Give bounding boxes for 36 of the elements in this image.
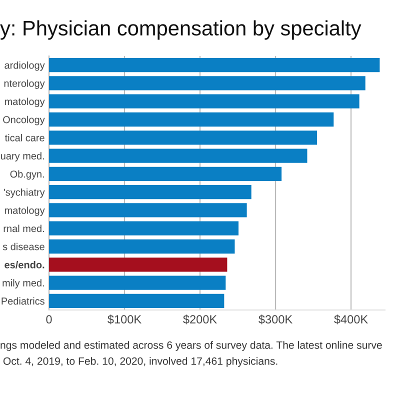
chart-title: y: Physician compensation by specialty <box>0 20 362 40</box>
bar <box>49 58 380 72</box>
x-tick-label: $400K <box>334 314 368 324</box>
y-tick-label: s disease <box>2 242 44 250</box>
y-tick-label: 'sychiatry <box>4 188 45 198</box>
y-tick-label: uary med. <box>1 152 44 162</box>
y-tick-label: Ob.gyn. <box>10 170 44 180</box>
bar <box>49 258 228 272</box>
y-tick-label: es/endo. <box>4 261 44 268</box>
y-tick-label: matology <box>4 98 45 108</box>
x-tick-label: 0 <box>46 315 52 324</box>
bar <box>49 112 334 127</box>
y-tick-label: matology <box>4 206 45 216</box>
bar <box>49 148 308 163</box>
y-tick-label: mily med. <box>2 279 44 288</box>
bar <box>49 203 247 218</box>
bar <box>49 166 282 182</box>
bar <box>49 276 226 290</box>
x-tick-label: $300K <box>258 314 292 324</box>
y-tick-label: nterology <box>4 80 45 89</box>
text: ngs modeled and estimated across 6 years of survey data. The latest online surve <box>0 341 382 351</box>
bar <box>49 294 224 308</box>
bar <box>49 239 235 254</box>
bar <box>49 130 318 145</box>
bar <box>49 76 366 90</box>
bar <box>49 184 252 200</box>
y-tick-label: tical care <box>4 134 44 142</box>
x-tick-label: $200K <box>183 314 217 324</box>
text: Oct. 4, 2019, to Feb. 10, 2020, involved 17,461 physicians. <box>3 357 278 367</box>
y-tick-label: Pediatrics <box>2 297 44 305</box>
bar <box>49 94 360 108</box>
bar <box>49 221 239 236</box>
x-tick-label: $100K <box>108 314 142 324</box>
y-tick-label: Oncology <box>3 116 45 126</box>
y-tick-label: ardiology <box>4 61 45 71</box>
y-tick-label: rnal med. <box>4 224 44 232</box>
